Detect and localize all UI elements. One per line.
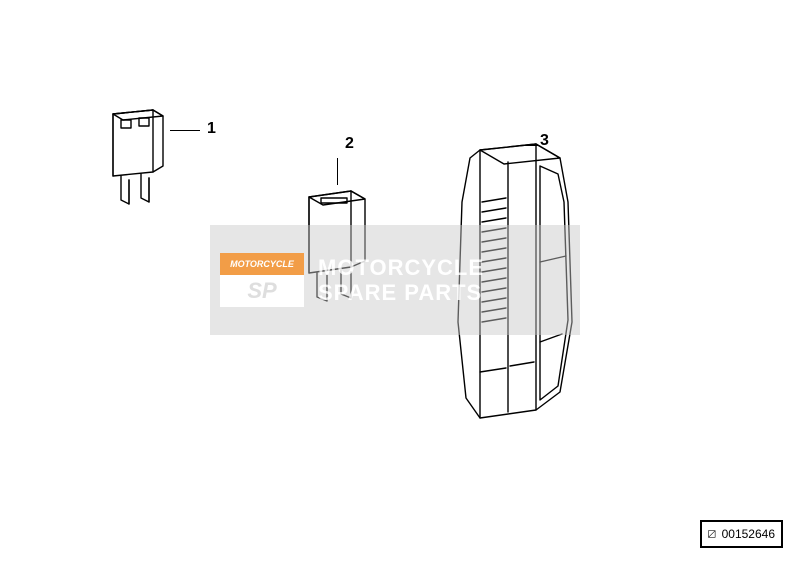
watermark-line2: SPARE PARTS (318, 280, 484, 305)
callout-label-2: 2 (345, 135, 354, 153)
callout-label-3: 3 (540, 132, 549, 150)
watermark-badge-top: MOTORCYCLE (220, 253, 304, 275)
watermark-badge: MOTORCYCLE SP (220, 253, 304, 307)
diagram-canvas: 1 2 3 MOTORCYCLE SP MOTORCYCLE SPARE PAR… (0, 0, 800, 565)
part-fuse-mini (107, 108, 167, 208)
watermark: MOTORCYCLE SP MOTORCYCLE SPARE PARTS (210, 225, 580, 335)
callout-label-1: 1 (207, 120, 216, 138)
watermark-line1: MOTORCYCLE (318, 255, 484, 280)
callout-line-3 (520, 145, 538, 146)
watermark-badge-bottom: SP (220, 275, 304, 307)
reference-icon (708, 526, 716, 542)
callout-line-2 (337, 158, 338, 185)
reference-number: 00152646 (722, 527, 775, 541)
watermark-text: MOTORCYCLE SPARE PARTS (318, 255, 484, 306)
reference-box: 00152646 (700, 520, 783, 548)
callout-line-1 (170, 130, 200, 131)
